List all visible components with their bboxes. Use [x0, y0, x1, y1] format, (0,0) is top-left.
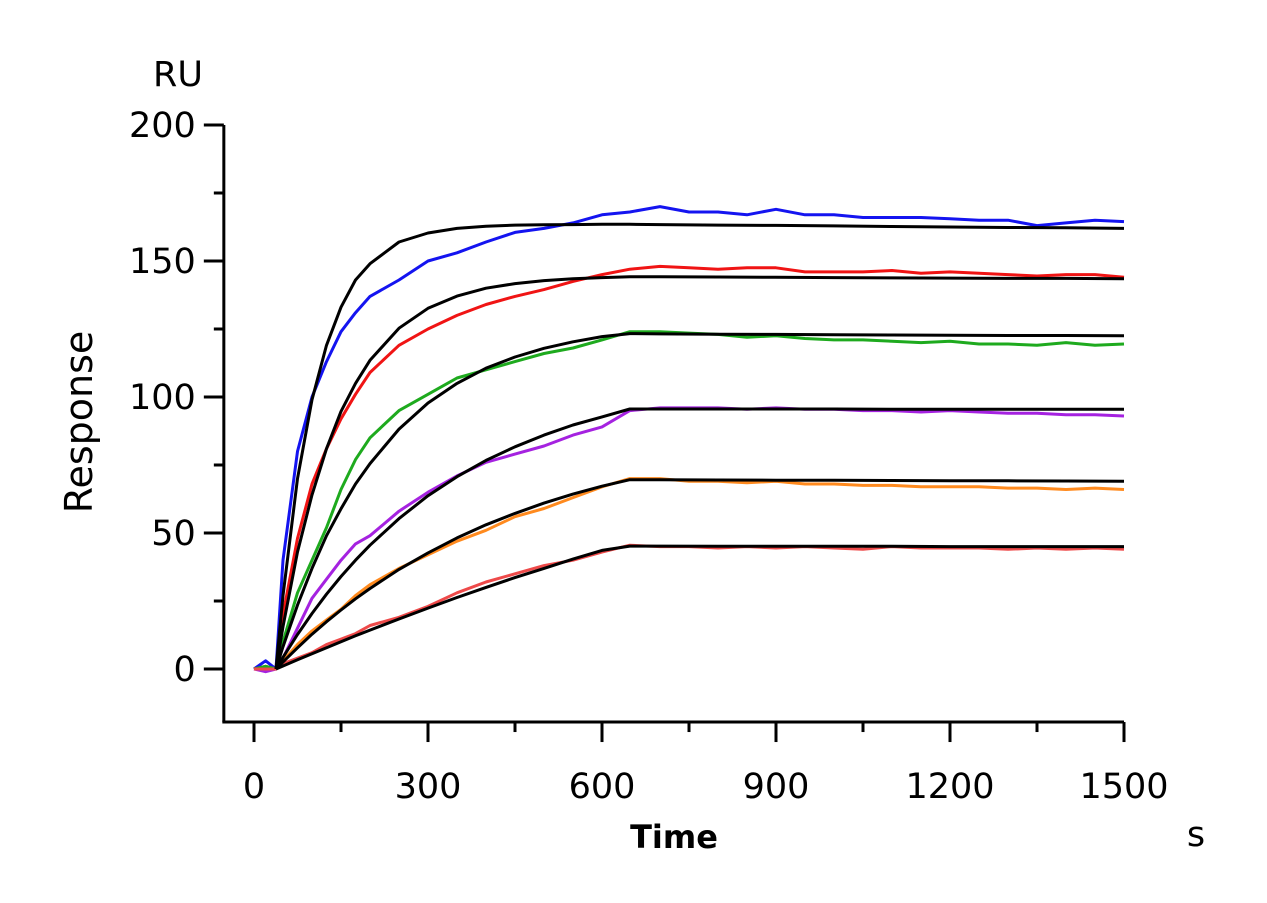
x-axis-title: Time — [630, 818, 718, 856]
x-tick-label: 1200 — [905, 767, 994, 807]
x-tick-label: 0 — [243, 767, 265, 807]
fit-curve-3 — [274, 332, 1125, 670]
x-tick-label: 1500 — [1079, 767, 1168, 807]
x-tick-label: 600 — [569, 767, 636, 807]
fit-curve-1 — [274, 222, 1125, 670]
plot-area — [253, 205, 1125, 674]
fit-curve-2 — [274, 275, 1125, 670]
observed-series-3 — [253, 330, 1125, 671]
observed-series-1 — [253, 205, 1125, 671]
x-unit-label: s — [1187, 815, 1205, 855]
y-tick-label: 150 — [129, 242, 196, 282]
fit-curve-5 — [274, 478, 1125, 671]
y-tick-label: 100 — [129, 378, 196, 418]
ticks: 0 50 100 150 200 0 300 600 900 1200 1500 — [129, 106, 1169, 807]
observed-series-4 — [253, 406, 1125, 674]
x-tick-label: 300 — [395, 767, 462, 807]
observed-series-2 — [253, 264, 1125, 671]
y-tick-label: 200 — [129, 106, 196, 146]
y-axis-title: Response — [57, 331, 101, 514]
y-tick-label: 50 — [151, 514, 196, 554]
y-unit-label: RU — [153, 55, 203, 95]
fit-curve-4 — [274, 407, 1124, 670]
y-tick-label: 0 — [174, 650, 196, 690]
fit-curve-6 — [275, 544, 1124, 671]
observed-series-6 — [254, 543, 1125, 671]
observed-series-5 — [254, 477, 1125, 671]
x-tick-label: 900 — [743, 767, 810, 807]
axes — [222, 125, 1124, 724]
